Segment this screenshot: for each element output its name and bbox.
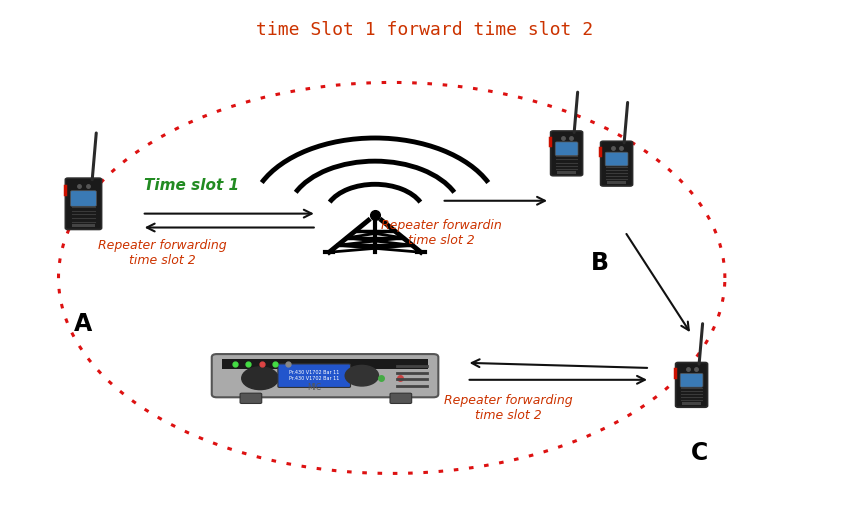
Text: Pr.430 V1702 Bar 11
Pr.430 V1702 Bar 11: Pr.430 V1702 Bar 11 Pr.430 V1702 Bar 11	[289, 370, 339, 381]
Text: Repeater forwardin
time slot 2: Repeater forwardin time slot 2	[382, 219, 502, 247]
Bar	[72, 224, 94, 227]
FancyBboxPatch shape	[278, 364, 350, 387]
FancyBboxPatch shape	[65, 178, 102, 229]
Text: A: A	[74, 312, 93, 336]
Text: time Slot 1 forward time slot 2: time Slot 1 forward time slot 2	[257, 20, 593, 39]
FancyBboxPatch shape	[601, 141, 632, 186]
Text: Time slot 1: Time slot 1	[144, 178, 240, 193]
FancyBboxPatch shape	[71, 191, 96, 206]
FancyBboxPatch shape	[390, 393, 411, 404]
FancyBboxPatch shape	[551, 131, 582, 176]
Circle shape	[241, 367, 279, 390]
Text: Repeater forwarding
time slot 2: Repeater forwarding time slot 2	[444, 394, 573, 422]
Text: MIC: MIC	[307, 383, 321, 392]
FancyBboxPatch shape	[676, 362, 707, 407]
FancyBboxPatch shape	[212, 354, 439, 397]
Text: B: B	[591, 250, 609, 275]
FancyBboxPatch shape	[605, 152, 628, 166]
FancyBboxPatch shape	[680, 373, 703, 387]
Bar	[607, 181, 626, 184]
Text: Repeater forwarding
time slot 2: Repeater forwarding time slot 2	[99, 239, 227, 267]
Bar	[682, 402, 701, 405]
Circle shape	[345, 365, 378, 386]
Text: C: C	[691, 441, 709, 465]
Bar	[557, 171, 576, 174]
Bar	[222, 359, 428, 369]
FancyBboxPatch shape	[240, 393, 262, 404]
FancyBboxPatch shape	[555, 142, 578, 155]
